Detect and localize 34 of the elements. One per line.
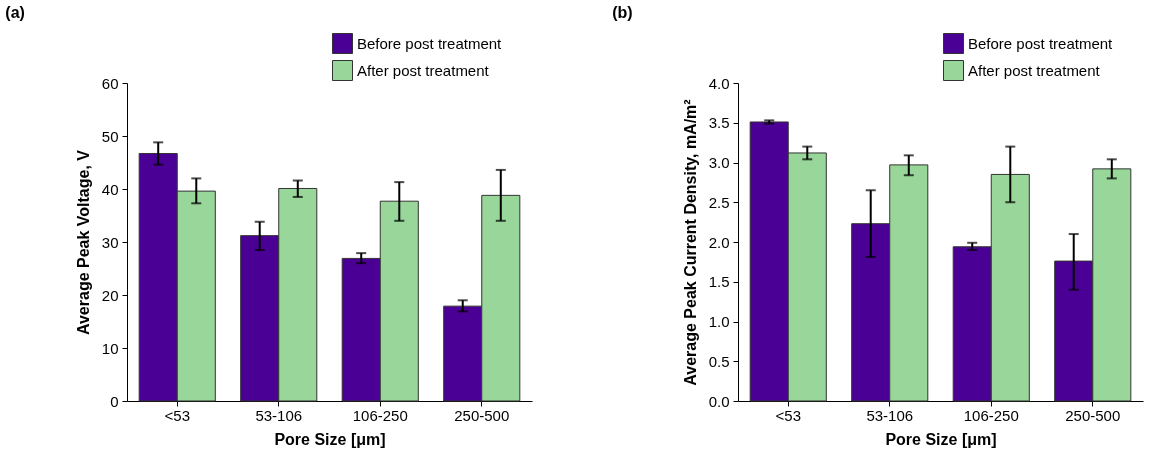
y-tick-label: 50 [101,127,119,145]
y-tick-label: 0 [110,392,119,410]
legend-label: Before post treatment [357,34,503,52]
legend-label: Before post treatment [968,34,1114,52]
y-tick-label: 3.5 [708,114,730,132]
y-tick-label: 40 [101,180,119,198]
x-tick-label: 250-500 [1065,406,1121,424]
legend-label: After post treatment [357,61,490,79]
x-tick-label: 106-250 [352,406,408,424]
x-tick-label: <53 [775,406,801,424]
y-tick-label: 3.0 [708,154,730,171]
chart-title: (a) [5,4,25,21]
legend-label: After post treatment [968,61,1101,79]
y-tick-label: 4.0 [708,74,730,92]
y-tick-label: 0.0 [708,392,730,410]
y-axis-title: Average Peak Voltage, V [74,149,92,335]
y-tick-label: 2.5 [708,193,730,211]
y-tick-label: 10 [101,339,119,357]
y-tick-label: 1.0 [708,313,730,330]
x-tick-label: 53-106 [866,406,914,424]
y-tick-label: 2.0 [708,233,730,251]
y-tick-label: 0.5 [708,352,730,370]
x-tick-label: 53-106 [255,406,303,424]
y-axis-title: Average Peak Current Density, mA/m² [681,99,699,386]
x-axis-title: Pore Size [μm] [885,430,997,448]
chart-title: (b) [612,4,633,21]
y-tick-label: 20 [101,286,119,304]
y-tick-label: 60 [101,74,119,92]
x-tick-label: 250-500 [454,406,510,424]
y-tick-label: 30 [101,233,119,251]
x-tick-label: 106-250 [963,406,1019,424]
x-axis-title: Pore Size [μm] [274,430,386,448]
x-tick-label: <53 [164,406,190,424]
y-tick-label: 1.5 [708,273,730,291]
